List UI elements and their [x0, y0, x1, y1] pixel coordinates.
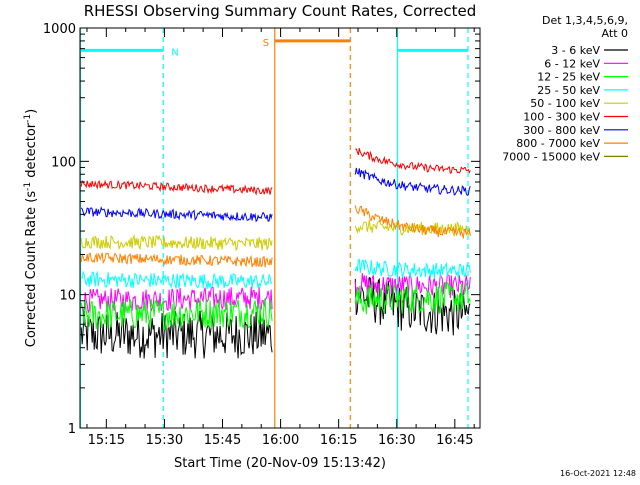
series-2-pre [80, 298, 273, 331]
legend-label-8: 7000 - 15000 keV [502, 150, 600, 163]
y-axis-title-mid: detector [24, 122, 39, 182]
x-tick-label-3: 16:00 [262, 433, 299, 448]
x-tick-label-6: 16:45 [436, 433, 473, 448]
legend-label-2: 12 - 25 keV [537, 71, 600, 84]
plot-frame [79, 27, 481, 429]
plot-area: NS [79, 28, 471, 428]
series-7-pre [80, 252, 273, 268]
legend-header-line1: Det 1,3,4,5,6,9, [542, 14, 628, 27]
render-timestamp: 16-Oct-2021 12:48 [560, 469, 636, 478]
legend-label-5: 100 - 300 keV [523, 111, 600, 124]
chart-title: RHESSI Observing Summary Count Rates, Co… [84, 2, 477, 20]
series-3-pre [80, 270, 273, 289]
series-6-pre [80, 206, 273, 223]
y-tick-label-2: 100 [51, 155, 76, 170]
series-6-post [354, 167, 471, 197]
legend-label-6: 300 - 800 keV [523, 124, 600, 137]
y-axis-title-sup1: -1 [23, 182, 33, 191]
legend-label-1: 6 - 12 keV [544, 57, 600, 70]
interval-label-1: S [263, 38, 269, 49]
x-tick-label-0: 15:15 [88, 433, 125, 448]
y-tick-label-1: 10 [59, 289, 76, 304]
series-4-post [354, 219, 471, 237]
y-axis-title-main: Corrected Count Rate (s [24, 191, 39, 348]
y-axis-title: Corrected Count Rate (s-1 detector-1) [23, 109, 39, 347]
series-0-pre [80, 310, 273, 359]
x-tick-label-1: 15:30 [146, 433, 183, 448]
x-axis-title: Start Time (20-Nov-09 15:13:42) [174, 456, 386, 471]
legend-label-4: 50 - 100 keV [530, 97, 600, 110]
legend-label-7: 800 - 7000 keV [516, 137, 600, 150]
y-tick-label-0: 1 [68, 422, 76, 437]
y-axis-title-end: ) [24, 109, 39, 114]
axes: 15:15 15:30 15:45 16:00 16:15 16:30 16:45 1 10 10… [43, 22, 481, 448]
y-tick-label-3: 1000 [43, 22, 76, 37]
series-4-pre [80, 234, 273, 252]
series-3-post [354, 258, 471, 279]
x-tick-label-4: 16:15 [320, 433, 357, 448]
interval-label-0: N [171, 47, 178, 58]
x-tick-label-5: 16:30 [378, 433, 415, 448]
series-5-pre [80, 179, 273, 196]
legend-label-3: 25 - 50 keV [537, 84, 600, 97]
series-7-post [354, 205, 471, 239]
series-5-post [355, 148, 471, 174]
x-tick-label-2: 15:45 [204, 433, 241, 448]
series-2-post [354, 281, 471, 315]
legend-label-0: 3 - 6 keV [551, 44, 600, 57]
y-axis-title-sup2: -1 [23, 114, 33, 123]
legend-header-line2: Att 0 [602, 27, 628, 40]
